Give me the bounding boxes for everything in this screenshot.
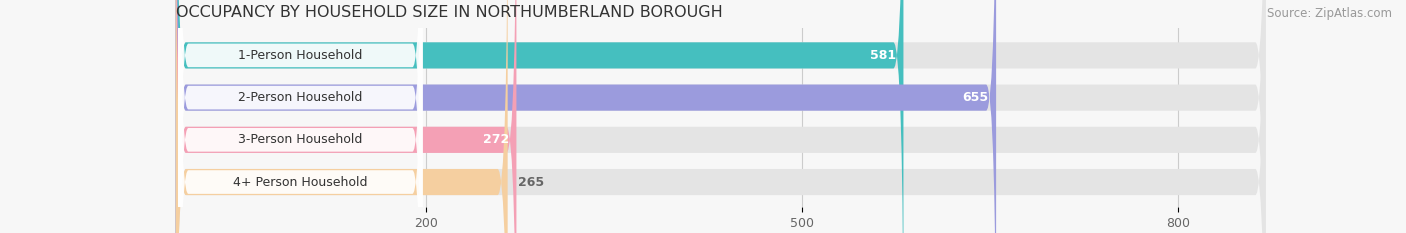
FancyBboxPatch shape bbox=[176, 0, 1265, 233]
Text: 272: 272 bbox=[482, 133, 509, 146]
FancyBboxPatch shape bbox=[176, 0, 1265, 233]
FancyBboxPatch shape bbox=[179, 0, 422, 233]
Text: 1-Person Household: 1-Person Household bbox=[238, 49, 363, 62]
FancyBboxPatch shape bbox=[176, 0, 904, 233]
FancyBboxPatch shape bbox=[176, 0, 995, 233]
Text: 2-Person Household: 2-Person Household bbox=[238, 91, 363, 104]
Text: 581: 581 bbox=[870, 49, 896, 62]
FancyBboxPatch shape bbox=[176, 0, 508, 233]
Text: 655: 655 bbox=[963, 91, 988, 104]
FancyBboxPatch shape bbox=[179, 0, 422, 233]
Text: 4+ Person Household: 4+ Person Household bbox=[233, 175, 367, 188]
FancyBboxPatch shape bbox=[179, 0, 422, 233]
FancyBboxPatch shape bbox=[176, 0, 1265, 233]
Text: Source: ZipAtlas.com: Source: ZipAtlas.com bbox=[1267, 7, 1392, 20]
Text: 3-Person Household: 3-Person Household bbox=[238, 133, 363, 146]
Text: OCCUPANCY BY HOUSEHOLD SIZE IN NORTHUMBERLAND BOROUGH: OCCUPANCY BY HOUSEHOLD SIZE IN NORTHUMBE… bbox=[176, 5, 723, 20]
FancyBboxPatch shape bbox=[176, 0, 1265, 233]
FancyBboxPatch shape bbox=[179, 0, 422, 233]
FancyBboxPatch shape bbox=[176, 0, 516, 233]
Text: 265: 265 bbox=[517, 175, 544, 188]
